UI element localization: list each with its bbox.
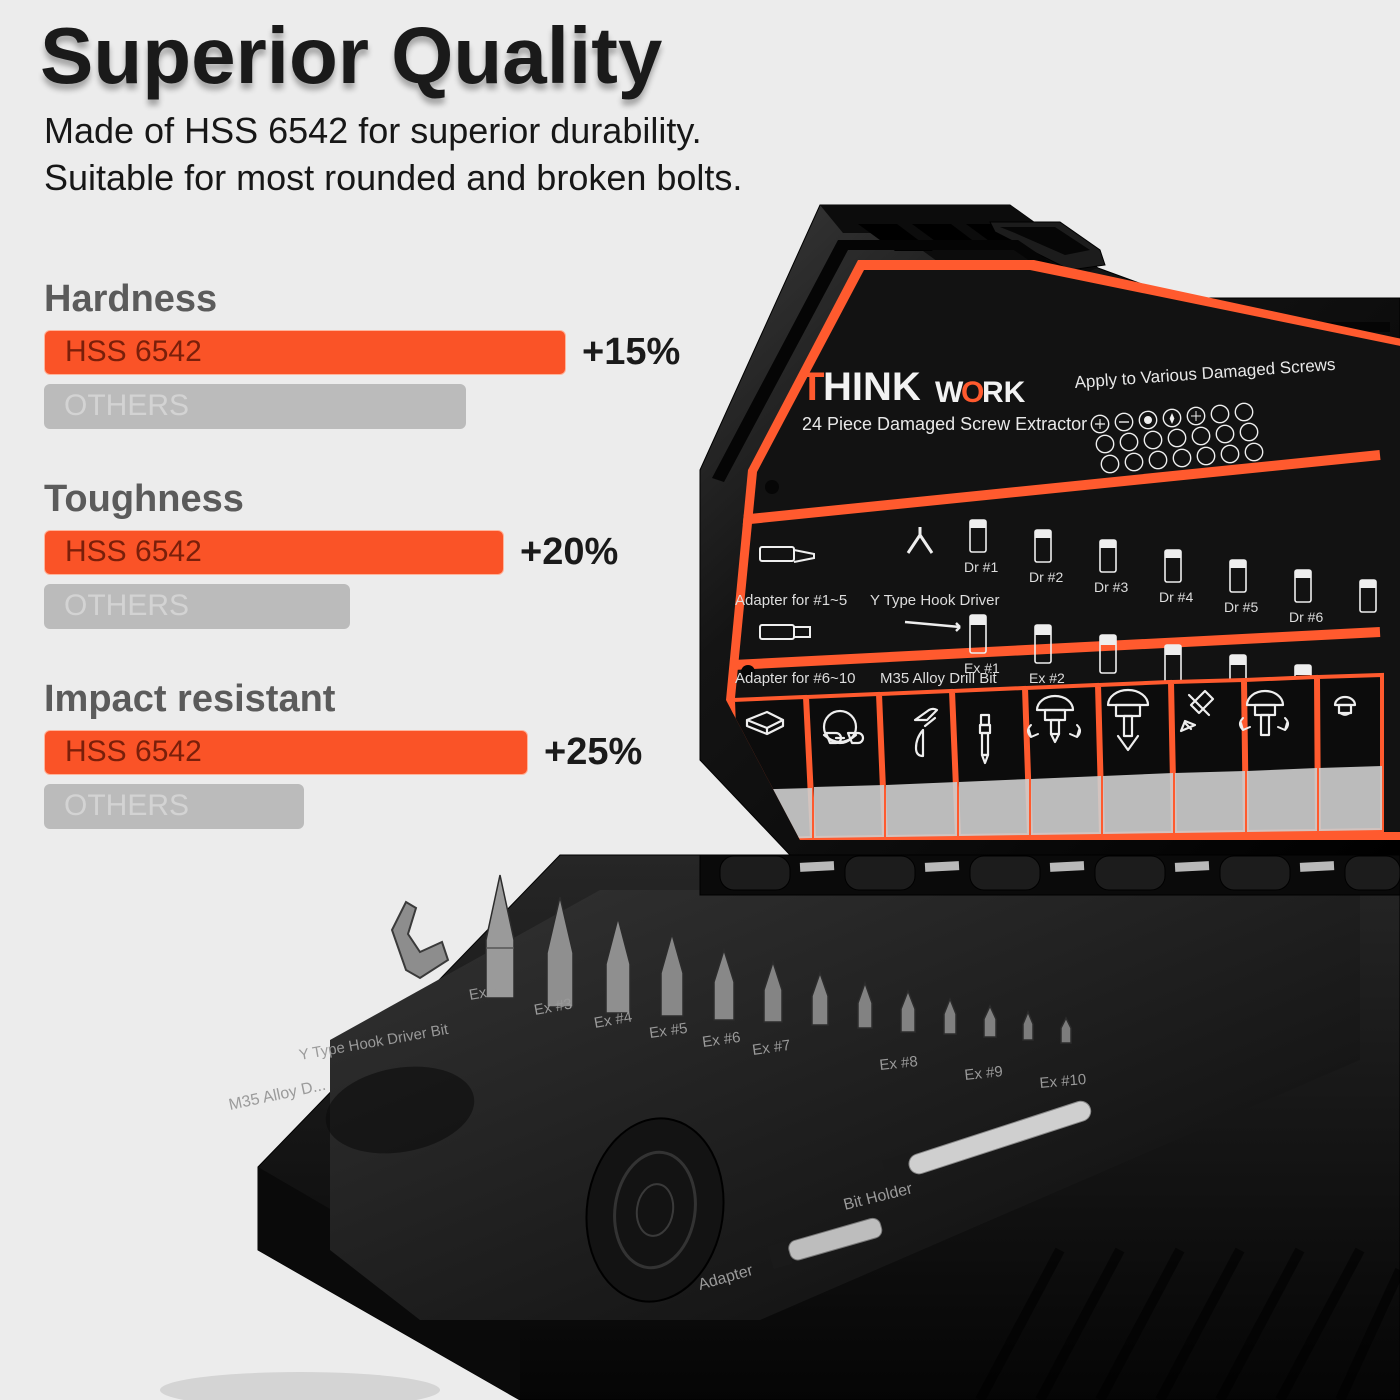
svg-text:T: T (800, 365, 824, 409)
svg-text:Dr #6: Dr #6 (1289, 609, 1323, 625)
svg-text:Dr #4: Dr #4 (1159, 589, 1193, 605)
svg-text:Ex #1: Ex #1 (964, 660, 1000, 676)
svg-text:Y Type Hook Driver: Y Type Hook Driver (870, 592, 1000, 609)
svg-text:RK: RK (982, 376, 1026, 409)
svg-text:Dr #3: Dr #3 (1094, 579, 1128, 595)
svg-text:W: W (935, 376, 964, 409)
svg-text:24 Piece Damaged Screw Extract: 24 Piece Damaged Screw Extractor (802, 414, 1087, 434)
svg-text:Adapter for #6~10: Adapter for #6~10 (735, 670, 856, 687)
svg-text:Ex #2: Ex #2 (1029, 670, 1065, 686)
svg-text:M35 Alloy D...: M35 Alloy D... (227, 1077, 327, 1114)
svg-text:Adapter for #1~5: Adapter for #1~5 (735, 592, 847, 609)
svg-text:Dr #5: Dr #5 (1224, 599, 1258, 615)
svg-text:O: O (961, 376, 984, 409)
svg-text:Dr #2: Dr #2 (1029, 569, 1063, 585)
svg-text:HINK: HINK (823, 365, 921, 409)
svg-text:Dr #1: Dr #1 (964, 559, 998, 575)
